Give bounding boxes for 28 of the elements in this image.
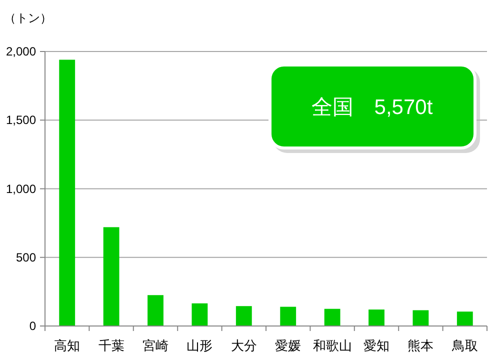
bar <box>192 303 208 326</box>
bar <box>368 310 384 326</box>
y-tick-label: 2,000 <box>6 44 36 58</box>
x-tick-label: 愛媛 <box>275 338 302 353</box>
annotation: 全国 5,570t <box>311 96 433 119</box>
bar <box>280 306 296 326</box>
y-axis-title: （トン） <box>4 11 52 25</box>
x-tick-label: 大分 <box>230 338 257 353</box>
x-tick-label: 熊本 <box>408 338 434 353</box>
annotation: 全国 5,570t <box>268 64 480 153</box>
x-tick-label: 宮崎 <box>142 338 168 353</box>
y-tick-label: 1,000 <box>6 182 36 196</box>
x-tick-label: 愛知 <box>364 338 390 353</box>
x-tick-label: 千葉 <box>98 338 124 353</box>
bar <box>236 306 252 326</box>
bar <box>456 312 473 326</box>
y-tick-label: 1,500 <box>6 113 36 128</box>
bar <box>412 310 429 326</box>
y-tick-label: 500 <box>16 250 36 264</box>
bar <box>324 308 340 326</box>
x-tick-label: 鳥取 <box>450 338 478 353</box>
bar <box>103 227 120 326</box>
bar <box>148 295 164 326</box>
y-tick-label: 0 <box>29 319 36 333</box>
x-tick-label: 高知 <box>54 338 80 353</box>
x-tick-label: 和歌山 <box>312 338 352 353</box>
bar <box>59 60 76 326</box>
x-tick-label: 山形 <box>186 338 213 353</box>
